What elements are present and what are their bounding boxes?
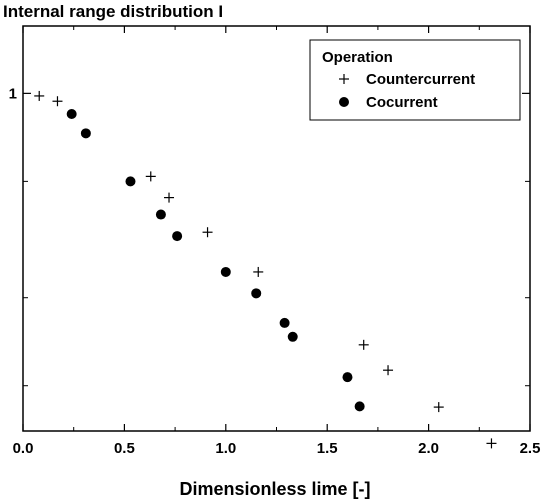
x-tick-label: 0.5 xyxy=(114,440,135,457)
x-axis-label: Dimensionless lime [-] xyxy=(179,479,370,499)
data-point-countercurrent xyxy=(164,192,175,203)
legend-marker-countercurrent xyxy=(339,74,349,84)
data-point-countercurrent xyxy=(52,96,63,107)
y-tick-label: 1 xyxy=(9,85,17,102)
data-point-cocurrent xyxy=(354,401,365,412)
data-point-countercurrent xyxy=(358,339,369,350)
x-tick-label: 2.0 xyxy=(418,440,439,457)
data-point-cocurrent xyxy=(155,209,166,220)
x-tick-label: 1.5 xyxy=(317,440,338,457)
x-tick-label: 2.5 xyxy=(520,440,541,457)
data-point-cocurrent xyxy=(172,231,183,242)
data-point-cocurrent xyxy=(220,266,231,277)
x-axis-ticks: 0.0 0.5 1.0 1.5 2.0 2.5 xyxy=(13,26,541,457)
x-tick-label: 0.0 xyxy=(13,440,34,457)
data-point-cocurrent xyxy=(80,128,91,139)
data-point-cocurrent xyxy=(342,372,353,383)
data-point-cocurrent xyxy=(66,109,77,120)
data-point-countercurrent xyxy=(383,365,394,376)
data-point-cocurrent xyxy=(125,176,136,187)
legend: Operation Countercurrent Cocurrent xyxy=(309,39,521,121)
x-tick-label: 1.0 xyxy=(215,440,236,457)
data-point-cocurrent xyxy=(251,288,262,299)
data-point-countercurrent xyxy=(433,402,444,413)
data-point-countercurrent xyxy=(145,171,156,182)
legend-title: Operation xyxy=(322,49,393,66)
legend-markers xyxy=(339,74,349,107)
data-point-countercurrent xyxy=(34,90,45,101)
data-point-cocurrent xyxy=(287,331,298,342)
legend-label-cocurrent: Cocurrent xyxy=(366,94,438,111)
legend-label-countercurrent: Countercurrent xyxy=(366,71,475,88)
legend-marker-cocurrent xyxy=(339,97,349,107)
data-point-countercurrent xyxy=(202,227,213,238)
data-points xyxy=(34,90,497,449)
data-point-cocurrent xyxy=(279,317,290,328)
data-point-countercurrent xyxy=(253,266,264,277)
data-point-countercurrent xyxy=(486,438,497,449)
y-axis-ticks: 1 xyxy=(9,85,530,387)
chart-title: Internal range distribution I xyxy=(3,2,223,21)
